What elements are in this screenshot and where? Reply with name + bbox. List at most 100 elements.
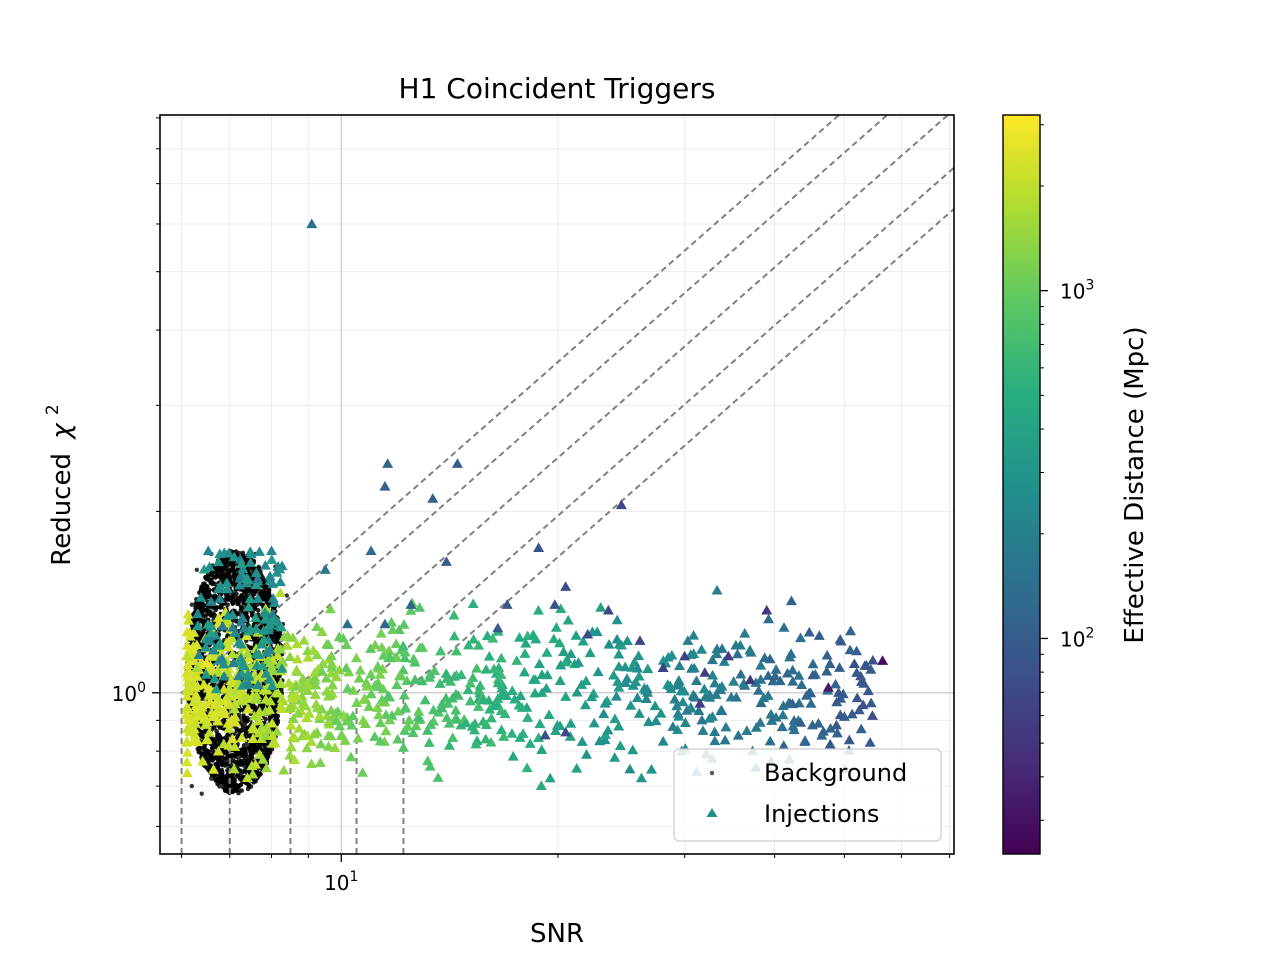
injection-point	[275, 621, 287, 632]
background-point	[219, 776, 224, 781]
svg-text:Reduced χ 2: Reduced χ 2	[43, 404, 77, 565]
injection-point	[602, 724, 614, 735]
injection-point	[259, 560, 271, 570]
injection-point	[269, 737, 281, 748]
background-point	[196, 749, 202, 755]
injection-point	[609, 713, 621, 724]
injection-point	[830, 678, 842, 689]
background-point	[201, 744, 206, 750]
injection-point	[787, 664, 799, 675]
injection-point	[739, 627, 751, 638]
background-point	[197, 745, 202, 751]
injection-point	[716, 643, 728, 653]
legend-background-label: Background	[764, 759, 907, 787]
injection-point	[506, 685, 518, 696]
background-point	[274, 634, 279, 639]
injection-point	[213, 612, 225, 622]
injection-point	[613, 648, 625, 659]
injection-point	[398, 619, 410, 629]
injection-point	[287, 713, 299, 724]
injection-point	[241, 772, 253, 782]
injection-point	[572, 657, 584, 667]
injection-point	[533, 732, 545, 742]
injection-point	[372, 660, 384, 671]
injection-point	[732, 729, 744, 740]
injection-point	[361, 680, 373, 691]
injection-point	[205, 596, 217, 606]
injection-point	[595, 602, 607, 612]
injection-point	[812, 717, 824, 728]
injection-point	[308, 728, 320, 739]
injection-point	[612, 676, 624, 686]
injection-point	[824, 658, 836, 669]
injection-point	[803, 626, 815, 637]
injection-point	[555, 659, 567, 670]
injection-point	[182, 714, 194, 724]
injection-point	[694, 697, 706, 708]
injection-point	[793, 697, 805, 708]
injection-point	[182, 609, 194, 619]
background-point	[230, 581, 235, 586]
injection-point	[235, 558, 247, 569]
injection-point	[764, 735, 776, 746]
injection-point	[738, 678, 750, 688]
injection-point	[217, 620, 229, 631]
injection-point	[762, 670, 774, 680]
background-point	[208, 593, 214, 599]
injection-point	[667, 721, 679, 731]
injection-point	[301, 712, 313, 723]
background-point	[272, 639, 277, 645]
injection-point	[679, 650, 691, 661]
injection-point	[306, 218, 318, 229]
injection-point	[824, 722, 836, 733]
injection-point	[608, 669, 620, 680]
injection-point	[210, 683, 222, 694]
injection-point	[384, 714, 396, 725]
injection-point	[664, 680, 676, 690]
injection-point	[269, 597, 281, 607]
injection-point	[341, 715, 353, 726]
injection-point	[634, 635, 646, 645]
injection-point	[242, 647, 254, 658]
injection-point	[524, 738, 536, 748]
injection-point	[252, 573, 264, 583]
injection-point	[598, 708, 610, 719]
injection-point	[252, 593, 264, 603]
injection-point	[625, 700, 637, 710]
injection-point	[227, 609, 239, 620]
injection-point	[845, 625, 857, 636]
injection-point	[506, 728, 518, 738]
injection-point	[222, 717, 234, 728]
background-point	[223, 776, 229, 782]
injection-point	[265, 545, 277, 556]
injection-point	[755, 697, 767, 708]
injection-point	[642, 663, 654, 674]
injection-point	[579, 699, 591, 710]
background-point	[244, 718, 250, 724]
injection-point	[677, 696, 689, 707]
injection-point	[243, 601, 255, 612]
injection-point	[315, 738, 327, 749]
injection-point	[783, 697, 795, 708]
injection-point	[244, 557, 256, 567]
injection-point	[260, 668, 272, 678]
injection-point	[291, 664, 303, 675]
injection-point	[862, 685, 874, 696]
injection-point	[599, 734, 611, 745]
background-point	[238, 768, 243, 773]
injection-point	[696, 644, 708, 654]
injection-point	[707, 711, 719, 721]
injection-point	[690, 675, 702, 685]
injection-point	[397, 742, 409, 752]
injection-point	[264, 570, 276, 581]
injection-point	[223, 635, 235, 646]
injection-point	[265, 662, 277, 672]
injection-point	[341, 618, 353, 629]
injection-point	[581, 749, 593, 759]
injection-point	[324, 603, 336, 614]
injection-point	[284, 702, 296, 712]
injection-point	[511, 655, 523, 665]
injection-point	[305, 736, 317, 746]
colorbar	[1002, 114, 1041, 855]
injection-point	[267, 578, 279, 588]
